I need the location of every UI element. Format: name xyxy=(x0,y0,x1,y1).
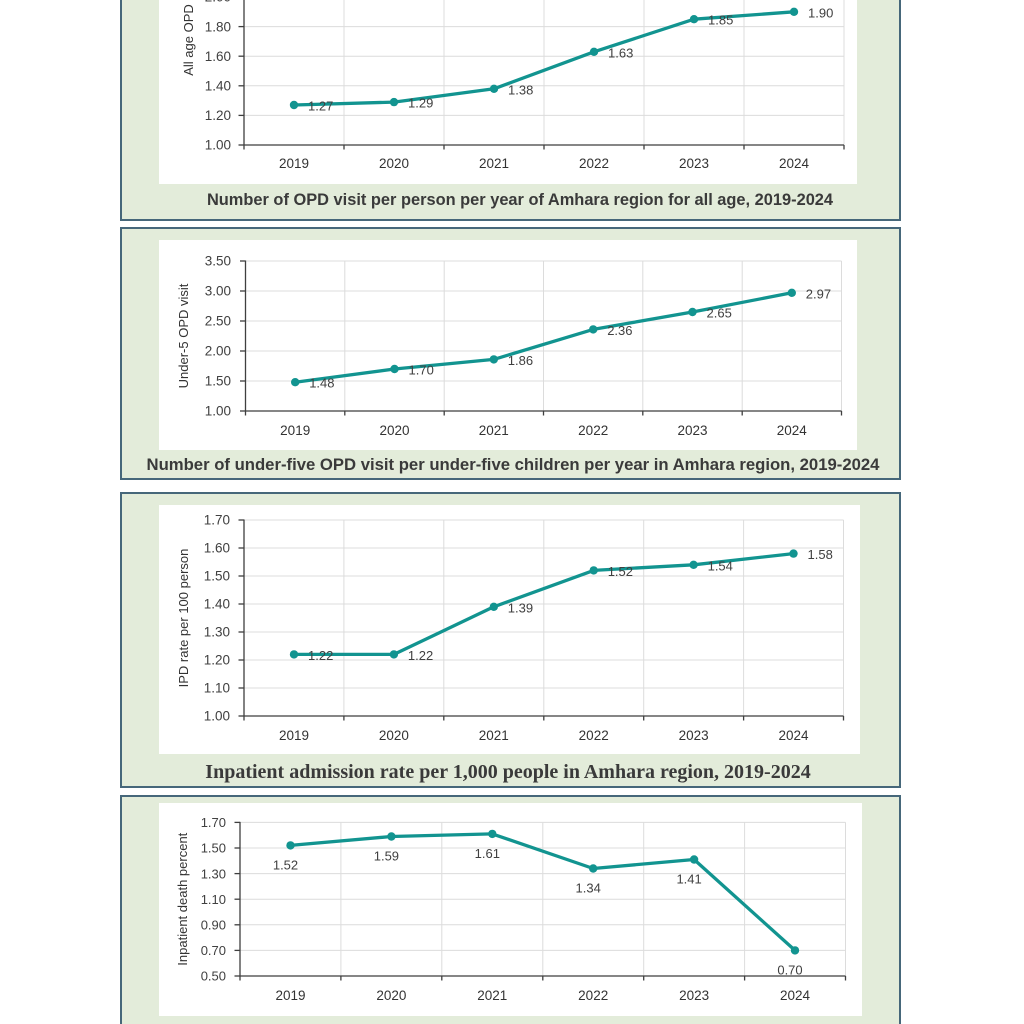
svg-text:2.36: 2.36 xyxy=(607,323,632,338)
svg-text:2019: 2019 xyxy=(275,988,305,1003)
svg-text:2019: 2019 xyxy=(280,423,310,438)
svg-text:1.54: 1.54 xyxy=(708,558,733,573)
svg-text:0.70: 0.70 xyxy=(201,943,226,958)
svg-text:2.97: 2.97 xyxy=(806,286,831,301)
svg-text:2022: 2022 xyxy=(578,423,608,438)
svg-text:0.70: 0.70 xyxy=(777,962,802,977)
svg-text:1.50: 1.50 xyxy=(201,841,226,856)
svg-text:1.41: 1.41 xyxy=(676,872,701,887)
svg-text:1.52: 1.52 xyxy=(273,857,298,872)
svg-text:2024: 2024 xyxy=(778,728,809,743)
svg-text:1.52: 1.52 xyxy=(608,564,633,579)
svg-text:2021: 2021 xyxy=(479,728,509,743)
svg-text:1.20: 1.20 xyxy=(204,653,230,668)
svg-text:2020: 2020 xyxy=(379,156,409,171)
svg-text:1.38: 1.38 xyxy=(508,82,533,97)
svg-text:2.00: 2.00 xyxy=(205,0,231,5)
svg-text:2022: 2022 xyxy=(578,988,608,1003)
svg-text:1.29: 1.29 xyxy=(408,96,433,111)
svg-text:1.70: 1.70 xyxy=(201,815,226,830)
svg-text:2.65: 2.65 xyxy=(707,306,732,321)
svg-text:1.00: 1.00 xyxy=(205,404,231,419)
svg-text:1.90: 1.90 xyxy=(808,5,833,20)
svg-text:1.30: 1.30 xyxy=(204,625,230,640)
svg-text:2019: 2019 xyxy=(279,156,309,171)
svg-text:All age OPD: All age OPD xyxy=(181,4,196,76)
svg-text:2.00: 2.00 xyxy=(205,344,231,359)
svg-text:2021: 2021 xyxy=(477,988,507,1003)
svg-text:1.85: 1.85 xyxy=(708,13,733,28)
svg-text:2021: 2021 xyxy=(479,156,509,171)
svg-text:1.39: 1.39 xyxy=(508,600,533,615)
svg-text:2023: 2023 xyxy=(679,728,709,743)
svg-text:1.10: 1.10 xyxy=(201,892,226,907)
svg-text:1.27: 1.27 xyxy=(308,99,333,114)
svg-text:1.20: 1.20 xyxy=(205,108,231,123)
svg-text:2020: 2020 xyxy=(379,728,409,743)
svg-text:2019: 2019 xyxy=(279,728,309,743)
svg-text:3.00: 3.00 xyxy=(205,284,231,299)
svg-text:1.34: 1.34 xyxy=(576,881,601,896)
svg-text:2.50: 2.50 xyxy=(205,314,231,329)
svg-text:0.90: 0.90 xyxy=(201,918,226,933)
svg-text:1.61: 1.61 xyxy=(475,846,500,861)
svg-text:1.10: 1.10 xyxy=(204,681,230,696)
svg-text:1.63: 1.63 xyxy=(608,45,633,60)
svg-text:1.86: 1.86 xyxy=(508,353,533,368)
svg-text:2020: 2020 xyxy=(379,423,409,438)
svg-text:2023: 2023 xyxy=(679,988,709,1003)
svg-text:2022: 2022 xyxy=(579,728,609,743)
svg-text:2024: 2024 xyxy=(777,423,808,438)
svg-text:IPD rate per 100 person: IPD rate per 100 person xyxy=(176,549,191,688)
svg-text:1.00: 1.00 xyxy=(204,709,230,724)
svg-text:1.22: 1.22 xyxy=(408,648,433,663)
svg-text:2022: 2022 xyxy=(579,156,609,171)
svg-text:2021: 2021 xyxy=(479,423,509,438)
svg-text:1.50: 1.50 xyxy=(205,374,231,389)
svg-text:2024: 2024 xyxy=(779,156,810,171)
svg-text:1.80: 1.80 xyxy=(205,19,231,34)
svg-text:1.00: 1.00 xyxy=(205,138,231,153)
svg-text:1.22: 1.22 xyxy=(308,648,333,663)
svg-text:3.50: 3.50 xyxy=(205,254,231,269)
svg-text:1.59: 1.59 xyxy=(374,849,399,864)
svg-text:1.50: 1.50 xyxy=(204,569,230,584)
svg-text:Under-5 OPD visit: Under-5 OPD visit xyxy=(176,283,191,388)
svg-text:Inpatient death percent: Inpatient death percent xyxy=(175,832,190,965)
svg-text:1.70: 1.70 xyxy=(409,363,434,378)
svg-text:2023: 2023 xyxy=(677,423,707,438)
svg-text:1.60: 1.60 xyxy=(204,541,230,556)
svg-text:2020: 2020 xyxy=(376,988,406,1003)
svg-text:1.60: 1.60 xyxy=(205,49,231,64)
svg-text:2024: 2024 xyxy=(780,988,811,1003)
svg-text:1.40: 1.40 xyxy=(205,79,231,94)
svg-text:2023: 2023 xyxy=(679,156,709,171)
svg-text:0.50: 0.50 xyxy=(201,969,226,984)
svg-text:1.70: 1.70 xyxy=(204,513,230,528)
svg-text:1.30: 1.30 xyxy=(201,866,226,881)
svg-text:1.48: 1.48 xyxy=(309,376,334,391)
svg-text:1.40: 1.40 xyxy=(204,597,230,612)
svg-text:1.58: 1.58 xyxy=(808,547,833,562)
